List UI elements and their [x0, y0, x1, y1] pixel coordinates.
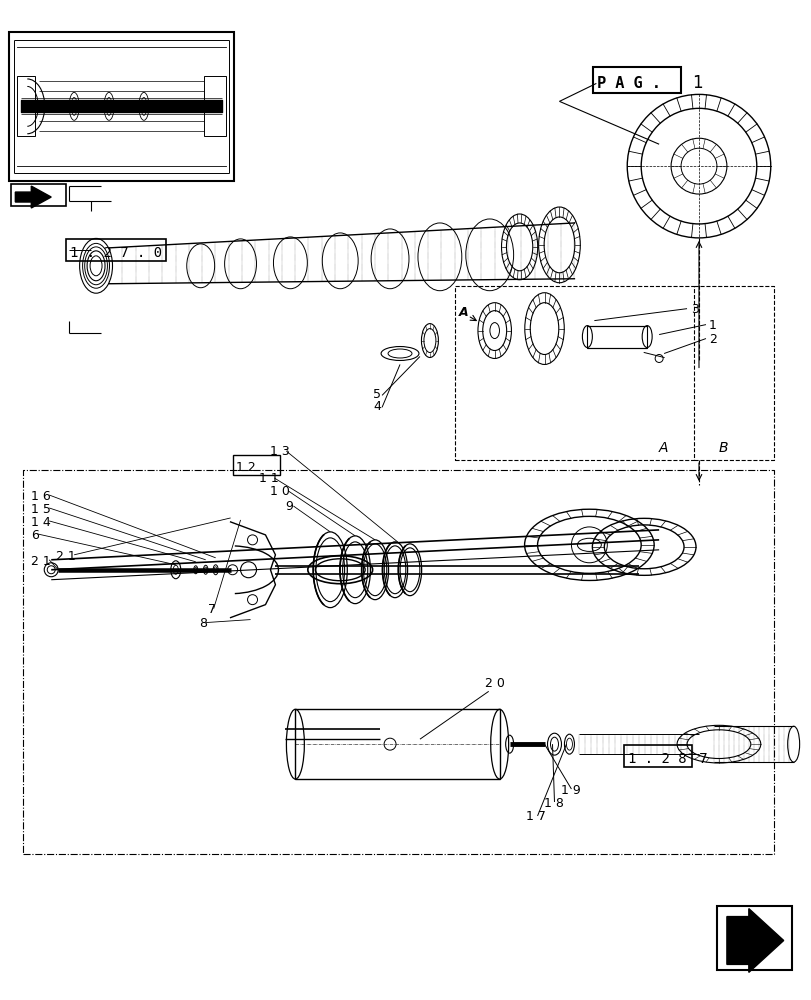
Text: 1 4: 1 4 — [32, 516, 51, 529]
Text: A: A — [659, 441, 667, 455]
Text: 2 0: 2 0 — [484, 677, 504, 690]
Text: A: A — [458, 306, 468, 319]
Text: P A G .: P A G . — [597, 76, 660, 91]
Text: 9: 9 — [285, 500, 293, 513]
Bar — [232, 455, 280, 475]
Text: 3: 3 — [690, 303, 698, 316]
Text: 1 . 2 7 . 0: 1 . 2 7 . 0 — [70, 246, 162, 260]
Text: 1 0: 1 0 — [270, 485, 290, 498]
Text: B: B — [718, 441, 727, 455]
Polygon shape — [15, 186, 51, 208]
Text: 1 . 2 8: 1 . 2 8 — [628, 752, 686, 766]
Text: 1 7: 1 7 — [525, 810, 545, 823]
Text: 1 6: 1 6 — [32, 490, 51, 503]
Bar — [66, 239, 165, 261]
Text: 1 5: 1 5 — [32, 503, 51, 516]
Text: 1 2: 1 2 — [235, 461, 255, 474]
Text: 7: 7 — [698, 752, 707, 766]
Bar — [716, 906, 791, 970]
Text: 8: 8 — [199, 617, 207, 630]
Circle shape — [47, 566, 55, 574]
Bar — [11, 184, 66, 206]
Text: 5: 5 — [372, 388, 380, 401]
Bar — [624, 745, 691, 767]
Text: 1 9: 1 9 — [560, 784, 581, 797]
Text: 1: 1 — [691, 74, 702, 92]
Bar — [17, 76, 35, 136]
Text: 2: 2 — [708, 333, 716, 346]
Text: 7: 7 — [208, 603, 216, 616]
Text: 2 1: 2 1 — [32, 555, 51, 568]
Polygon shape — [726, 909, 783, 972]
Bar — [295, 709, 499, 779]
Bar — [586, 326, 646, 348]
Bar — [204, 76, 225, 136]
Text: 1 1: 1 1 — [258, 472, 278, 485]
Bar — [593, 67, 680, 93]
Bar — [10, 32, 234, 181]
Text: 1 3: 1 3 — [270, 445, 290, 458]
Text: 4: 4 — [372, 400, 380, 413]
Text: 1: 1 — [708, 319, 716, 332]
Text: 1 8: 1 8 — [543, 797, 563, 810]
Text: 2 1: 2 1 — [56, 550, 76, 563]
Text: 6: 6 — [32, 529, 39, 542]
